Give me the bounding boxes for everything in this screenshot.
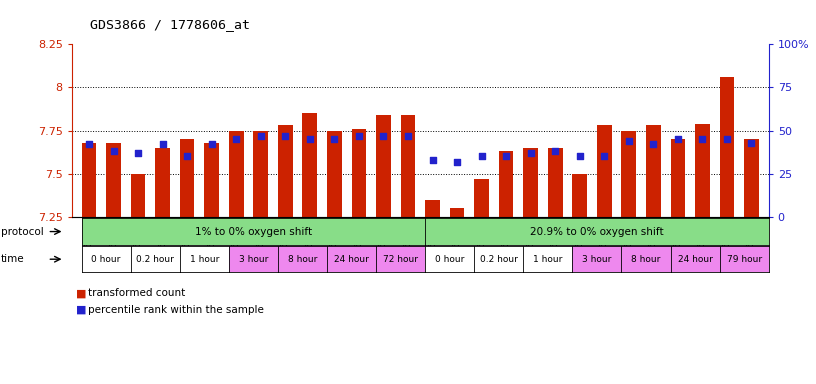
Point: [353, 133, 366, 139]
Text: 1 hour: 1 hour: [189, 255, 219, 264]
Point: [377, 133, 390, 139]
Bar: [425, 200, 440, 217]
Point: [131, 150, 144, 156]
Point: [328, 136, 341, 142]
Point: [475, 154, 488, 160]
Text: 0 hour: 0 hour: [91, 255, 121, 264]
Text: time: time: [1, 254, 24, 264]
Point: [156, 141, 169, 147]
Text: 0.2 hour: 0.2 hour: [480, 255, 517, 264]
Text: 24 hour: 24 hour: [677, 255, 712, 264]
Text: 8 hour: 8 hour: [632, 255, 661, 264]
Point: [721, 136, 734, 142]
Bar: [228, 131, 243, 217]
Point: [745, 140, 758, 146]
Point: [229, 136, 242, 142]
Point: [82, 141, 95, 147]
Bar: [254, 131, 268, 217]
Point: [524, 150, 537, 156]
Bar: [695, 124, 710, 217]
Text: 3 hour: 3 hour: [239, 255, 268, 264]
Bar: [180, 139, 194, 217]
Bar: [204, 143, 219, 217]
Point: [696, 136, 709, 142]
Text: 24 hour: 24 hour: [334, 255, 369, 264]
Bar: [401, 115, 415, 217]
Text: 79 hour: 79 hour: [726, 255, 761, 264]
Point: [180, 154, 193, 160]
Text: ■: ■: [76, 288, 86, 298]
Text: 3 hour: 3 hour: [583, 255, 612, 264]
Bar: [303, 113, 317, 217]
Bar: [523, 148, 538, 217]
Bar: [327, 131, 342, 217]
Point: [205, 141, 218, 147]
Point: [107, 148, 120, 154]
Point: [598, 154, 611, 160]
Bar: [278, 125, 293, 217]
Point: [647, 141, 660, 147]
Text: GDS3866 / 1778606_at: GDS3866 / 1778606_at: [90, 18, 250, 31]
Text: ■: ■: [76, 305, 86, 314]
Point: [548, 148, 561, 154]
Text: 1 hour: 1 hour: [533, 255, 562, 264]
Bar: [622, 131, 636, 217]
Bar: [131, 174, 145, 217]
Bar: [352, 129, 366, 217]
Bar: [155, 148, 170, 217]
Bar: [450, 209, 464, 217]
Bar: [548, 148, 562, 217]
Point: [304, 136, 317, 142]
Text: protocol: protocol: [1, 227, 43, 237]
Point: [426, 157, 439, 163]
Bar: [744, 139, 759, 217]
Bar: [474, 179, 489, 217]
Bar: [671, 139, 685, 217]
Bar: [646, 125, 661, 217]
Text: transformed count: transformed count: [88, 288, 185, 298]
Text: 8 hour: 8 hour: [288, 255, 317, 264]
Text: 1% to 0% oxygen shift: 1% to 0% oxygen shift: [195, 227, 312, 237]
Bar: [499, 151, 513, 217]
Text: 20.9% to 0% oxygen shift: 20.9% to 0% oxygen shift: [530, 227, 663, 237]
Bar: [572, 174, 587, 217]
Bar: [106, 143, 121, 217]
Text: 0.2 hour: 0.2 hour: [136, 255, 174, 264]
Point: [450, 159, 463, 165]
Point: [279, 133, 292, 139]
Bar: [376, 115, 391, 217]
Point: [623, 138, 636, 144]
Text: 0 hour: 0 hour: [435, 255, 464, 264]
Bar: [720, 77, 734, 217]
Bar: [82, 143, 96, 217]
Text: percentile rank within the sample: percentile rank within the sample: [88, 305, 264, 314]
Bar: [597, 125, 612, 217]
Text: 72 hour: 72 hour: [383, 255, 418, 264]
Point: [672, 136, 685, 142]
Point: [255, 133, 268, 139]
Point: [573, 154, 586, 160]
Point: [499, 154, 512, 160]
Point: [401, 133, 415, 139]
